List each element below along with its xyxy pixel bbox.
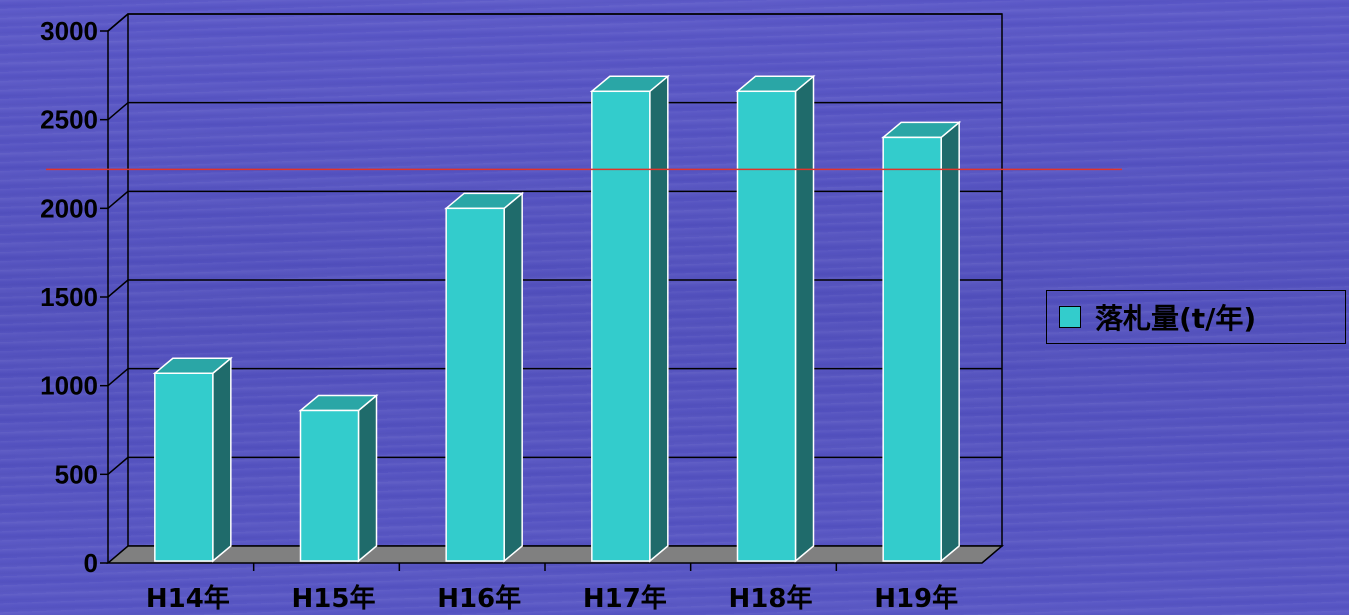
bar-side (503, 191, 523, 563)
y-tick-label: 2000 (40, 193, 98, 223)
legend-label: 落札量(t/年) (1095, 302, 1257, 335)
gridline-side (107, 368, 129, 387)
y-tick-label: 2500 (40, 105, 98, 135)
bar-side (212, 356, 232, 563)
y-tick-label: 500 (55, 459, 98, 489)
bar-side (357, 393, 378, 563)
bar-side (649, 74, 669, 563)
y-tick-label: 1000 (40, 371, 98, 401)
gridline-side (107, 190, 129, 209)
x-category-label: H15年 (292, 583, 376, 614)
bar (445, 207, 505, 562)
x-category-label: H19年 (874, 583, 958, 614)
gridline-side (107, 279, 129, 298)
y-tick-label: 1500 (40, 282, 98, 312)
bar (882, 136, 942, 562)
bar (591, 90, 651, 562)
x-category-label: H14年 (146, 583, 230, 614)
chart-floor (105, 545, 1005, 564)
x-category-label: H18年 (729, 583, 813, 614)
bar-side (940, 120, 960, 563)
legend-swatch (1059, 306, 1081, 328)
bar (154, 372, 214, 562)
y-tick-label: 0 (84, 548, 98, 578)
bar (299, 409, 360, 562)
y-tick-label: 3000 (40, 16, 98, 46)
bar-side (794, 74, 815, 563)
gridline-side (107, 13, 129, 32)
x-category-label: H16年 (437, 583, 521, 614)
x-category-label: H17年 (583, 583, 667, 614)
bar (736, 90, 797, 562)
chart-legend: 落札量(t/年) (1046, 290, 1346, 344)
gridline-side (107, 456, 129, 475)
gridline-side (107, 102, 129, 121)
